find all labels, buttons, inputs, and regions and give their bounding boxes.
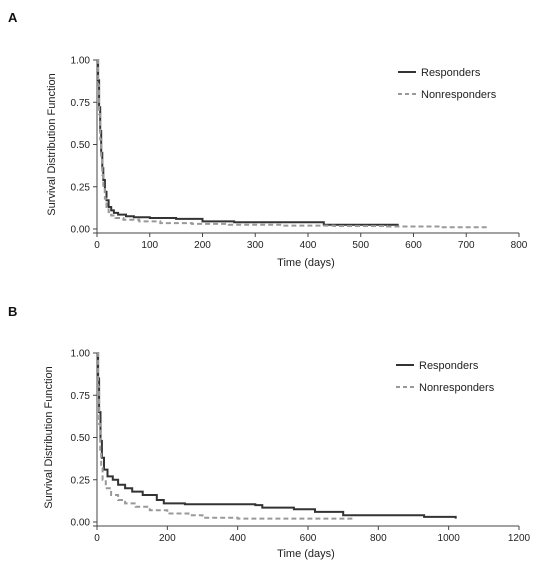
- x-tick-label: 800: [511, 240, 528, 251]
- x-axis-title: Time (days): [277, 257, 335, 269]
- series-line-nonresponders: [97, 59, 488, 229]
- x-tick-label: 700: [458, 240, 475, 251]
- panel-label: A: [8, 10, 18, 25]
- y-tick-label: 0.00: [71, 225, 91, 236]
- y-axis-title: Survival Distribution Function: [43, 366, 55, 508]
- y-tick-label: 1.00: [71, 349, 91, 360]
- y-tick-label: 0.25: [71, 182, 91, 193]
- x-tick-label: 400: [300, 240, 317, 251]
- x-tick-label: 500: [352, 240, 369, 251]
- legend-label-responders: Responders: [421, 67, 481, 79]
- x-tick-label: 0: [94, 240, 100, 251]
- series-line-responders: [97, 59, 399, 227]
- panel-label: B: [8, 304, 17, 319]
- x-tick-label: 1000: [438, 533, 461, 544]
- legend-label-nonresponders: Nonresponders: [421, 89, 497, 101]
- y-axis-title: Survival Distribution Function: [46, 73, 58, 215]
- x-axis-title: Time (days): [277, 548, 335, 560]
- x-tick-label: 600: [300, 533, 317, 544]
- legend-label-nonresponders: Nonresponders: [419, 382, 495, 394]
- series-line-responders: [97, 352, 457, 519]
- chart-panel-a: A 0.00 0.25 0.50 0.75 1.00 0 100 200 300 400 500 600…: [8, 10, 528, 269]
- chart-panel-b: B 0.00 0.25 0.50 0.75 1.00 0 200 400 600 800 1000 12…: [8, 304, 531, 560]
- y-tick-label: 0.75: [71, 98, 91, 109]
- y-tick-label: 0.75: [71, 391, 91, 402]
- series-line-nonresponders: [97, 352, 354, 520]
- y-tick-label: 0.50: [71, 433, 91, 444]
- y-tick-label: 0.50: [71, 140, 91, 151]
- x-tick-label: 800: [370, 533, 387, 544]
- legend-label-responders: Responders: [419, 360, 479, 372]
- y-tick-label: 0.25: [71, 475, 91, 486]
- x-tick-label: 600: [405, 240, 422, 251]
- x-tick-label: 0: [94, 533, 100, 544]
- x-tick-label: 200: [159, 533, 176, 544]
- x-tick-label: 1200: [508, 533, 531, 544]
- x-tick-label: 400: [229, 533, 246, 544]
- x-tick-label: 100: [141, 240, 158, 251]
- x-tick-label: 300: [247, 240, 264, 251]
- x-tick-label: 200: [194, 240, 211, 251]
- y-tick-label: 0.00: [71, 518, 91, 529]
- y-tick-label: 1.00: [71, 56, 91, 67]
